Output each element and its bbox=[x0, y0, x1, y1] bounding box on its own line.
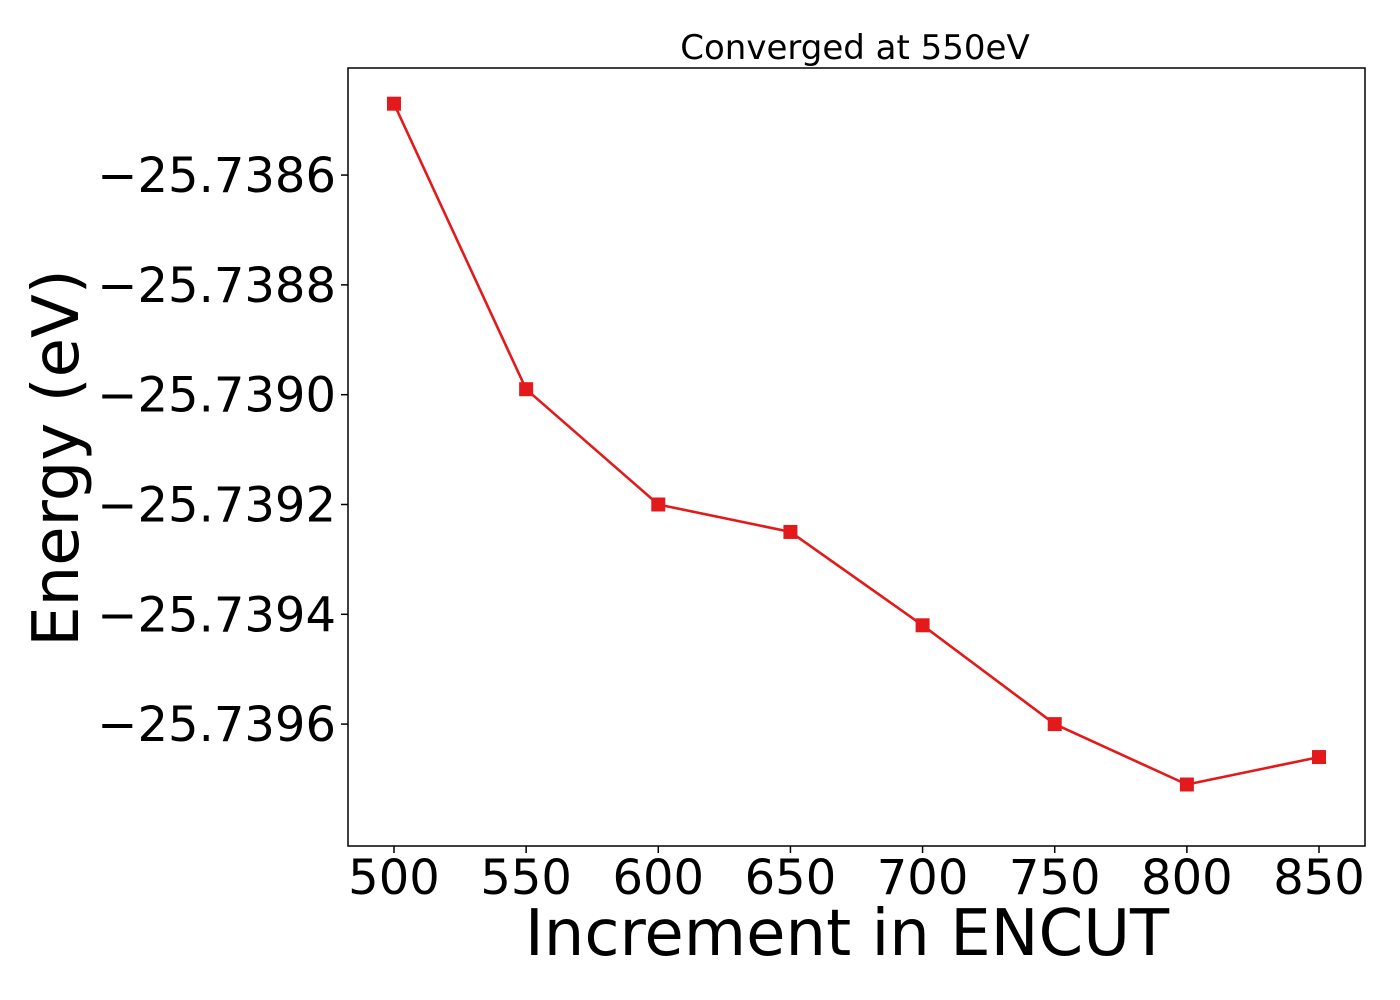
y-tick-label: −25.7390 bbox=[97, 368, 336, 424]
plot-frame bbox=[347, 67, 1366, 847]
x-tick-label: 850 bbox=[1273, 850, 1365, 906]
x-tick-label: 800 bbox=[1141, 850, 1233, 906]
y-tick-label: −25.7392 bbox=[97, 477, 336, 533]
x-axis: 500 550 600 650 700 750 800 850 bbox=[348, 846, 1365, 906]
data-point-marker bbox=[1047, 717, 1062, 732]
x-tick-label: 750 bbox=[1009, 850, 1101, 906]
plot-area bbox=[348, 68, 1365, 846]
y-tick-label: −25.7386 bbox=[97, 148, 336, 204]
data-point-marker bbox=[386, 96, 401, 111]
x-tick-label: 500 bbox=[348, 850, 440, 906]
data-point-marker bbox=[651, 497, 666, 512]
x-axis-title: Increment in ENCUT bbox=[525, 897, 1170, 971]
data-point-marker bbox=[1179, 777, 1194, 792]
y-axis-title: Energy (eV) bbox=[20, 269, 94, 647]
data-point-marker bbox=[783, 524, 798, 539]
series-line bbox=[392, 103, 1320, 786]
chart-title: Converged at 550eV bbox=[680, 28, 1029, 68]
series-layer bbox=[386, 96, 1327, 792]
y-axis: −25.7386 −25.7388 −25.7390 −25.7392 −25.7394… bbox=[97, 148, 348, 753]
x-tick-label: 600 bbox=[612, 850, 704, 906]
y-tick-label: −25.7388 bbox=[97, 258, 336, 314]
x-tick-label: 700 bbox=[877, 850, 969, 906]
data-point-marker bbox=[519, 382, 534, 397]
data-point-marker bbox=[915, 618, 930, 633]
data-point-marker bbox=[1312, 750, 1327, 765]
x-tick-label: 550 bbox=[480, 850, 572, 906]
y-tick-label: −25.7396 bbox=[97, 697, 336, 753]
y-tick-label: −25.7394 bbox=[97, 587, 336, 643]
x-tick-label: 650 bbox=[745, 850, 837, 906]
